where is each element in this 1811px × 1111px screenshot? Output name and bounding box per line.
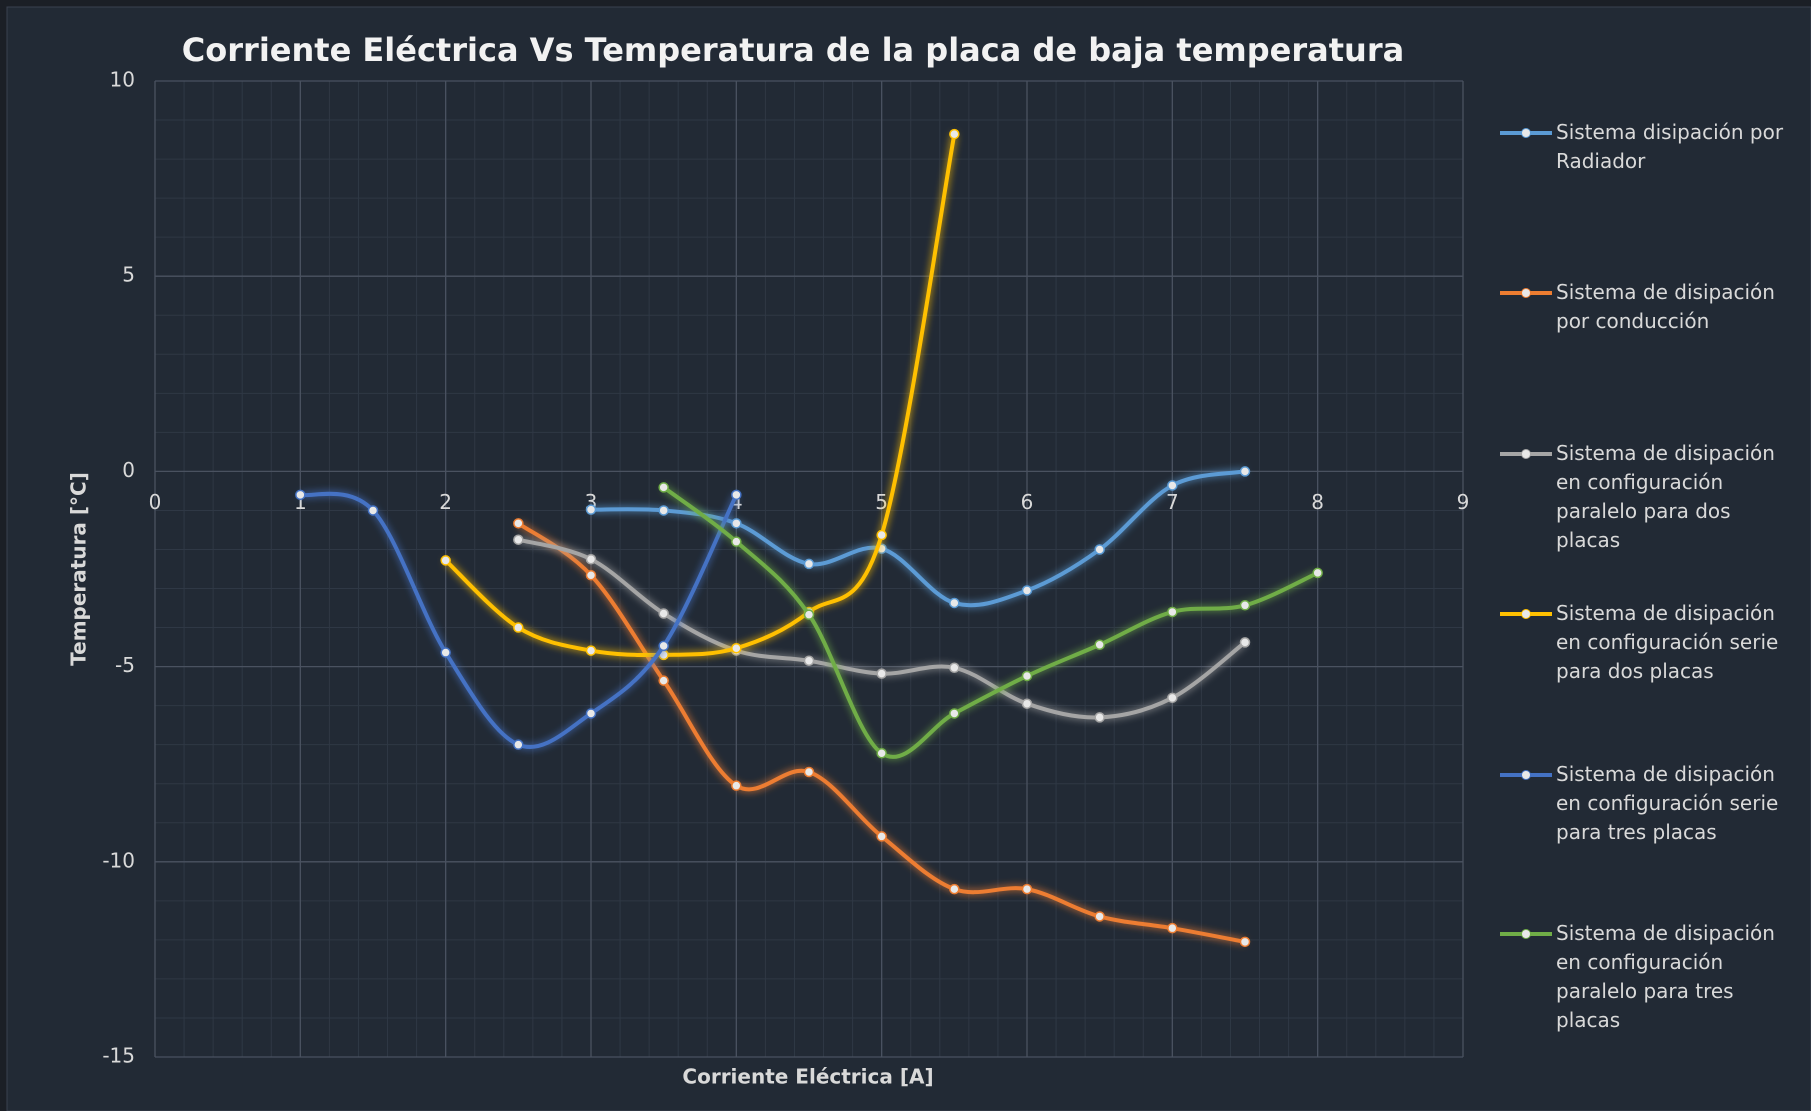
- data-point: [367, 505, 379, 516]
- data-point: [949, 128, 960, 140]
- data-point: [513, 518, 524, 529]
- data-point: [1239, 936, 1251, 948]
- x-tick-label: 5: [875, 490, 888, 514]
- data-point: [1094, 712, 1105, 723]
- data-point: [1312, 567, 1323, 579]
- data-point: [585, 504, 597, 515]
- data-point: [803, 766, 815, 778]
- data-point: [876, 668, 887, 679]
- y-tick-label: 5: [122, 263, 135, 287]
- data-point: [803, 558, 815, 570]
- data-point: [513, 739, 524, 750]
- data-point: [585, 645, 597, 656]
- data-point: [1021, 585, 1033, 596]
- data-point: [1239, 600, 1251, 611]
- x-tick-label: 2: [439, 490, 452, 514]
- y-tick-label: 10: [110, 68, 135, 92]
- data-point: [1167, 480, 1178, 491]
- data-point: [1167, 922, 1178, 934]
- y-tick-label: -15: [102, 1044, 135, 1068]
- data-point: [949, 662, 960, 674]
- data-point: [440, 647, 451, 658]
- data-point: [731, 489, 742, 501]
- data-point: [1167, 692, 1178, 704]
- data-point: [949, 708, 960, 719]
- legend-label: Sistema de disipación por conducción: [1556, 280, 1775, 333]
- x-tick-label: 8: [1311, 490, 1324, 514]
- chart-background: [6, 6, 1811, 1111]
- data-point: [1239, 466, 1251, 477]
- data-point: [876, 831, 887, 842]
- y-tick-label: -5: [115, 653, 135, 677]
- data-point: [803, 655, 815, 666]
- data-point: [876, 529, 887, 541]
- legend-label: Sistema de disipación en configuración s…: [1556, 762, 1779, 844]
- data-point: [731, 643, 742, 654]
- data-point: [1021, 698, 1033, 709]
- legend-label: Sistema disipación por Radiador: [1556, 120, 1784, 173]
- legend-label: Sistema de disipación en configuración s…: [1556, 601, 1779, 683]
- data-point: [658, 505, 669, 516]
- y-axis-label: Temperatura [°C]: [67, 472, 91, 666]
- series-line: [590, 469, 1246, 608]
- series-line: [517, 521, 1246, 944]
- data-point: [513, 622, 524, 633]
- chart-title: Corriente Eléctrica Vs Temperatura de la…: [182, 31, 1404, 69]
- data-point: [1021, 883, 1033, 895]
- data-point: [1239, 637, 1251, 648]
- data-point: [658, 608, 669, 619]
- data-point: [295, 489, 306, 501]
- data-point: [876, 748, 887, 759]
- data-point: [658, 640, 669, 652]
- data-point: [1094, 544, 1105, 555]
- data-point: [513, 534, 524, 545]
- data-point: [1167, 606, 1178, 618]
- data-point: [585, 708, 597, 719]
- data-point: [803, 609, 815, 620]
- legend-label: Sistema de disipación en configuración p…: [1556, 921, 1775, 1032]
- legend-label: Sistema de disipación en configuración p…: [1556, 441, 1775, 552]
- data-point: [440, 555, 451, 566]
- legend-marker: [1521, 288, 1531, 298]
- data-point: [585, 569, 597, 581]
- y-tick-label: -10: [102, 848, 135, 872]
- legend-marker: [1521, 929, 1531, 939]
- x-axis-label: Corriente Eléctrica [A]: [682, 1065, 933, 1089]
- data-point: [1094, 911, 1105, 922]
- data-point: [731, 780, 742, 791]
- x-tick-label: 9: [1457, 490, 1470, 514]
- legend-marker: [1521, 449, 1531, 459]
- legend-marker: [1521, 609, 1531, 619]
- data-point: [585, 553, 597, 565]
- legend-marker: [1521, 128, 1531, 138]
- data-point: [731, 536, 742, 547]
- data-point: [658, 482, 669, 493]
- data-point: [949, 883, 960, 895]
- x-tick-label: 0: [149, 490, 162, 514]
- x-tick-label: 7: [1166, 490, 1179, 514]
- data-point: [1021, 670, 1033, 682]
- data-point: [1094, 639, 1105, 650]
- x-tick-label: 6: [1021, 490, 1034, 514]
- series-line: [444, 133, 957, 658]
- data-point: [949, 597, 960, 609]
- data-point: [731, 518, 742, 529]
- legend-marker: [1521, 770, 1531, 780]
- y-tick-label: 0: [122, 458, 135, 482]
- data-point: [658, 675, 669, 686]
